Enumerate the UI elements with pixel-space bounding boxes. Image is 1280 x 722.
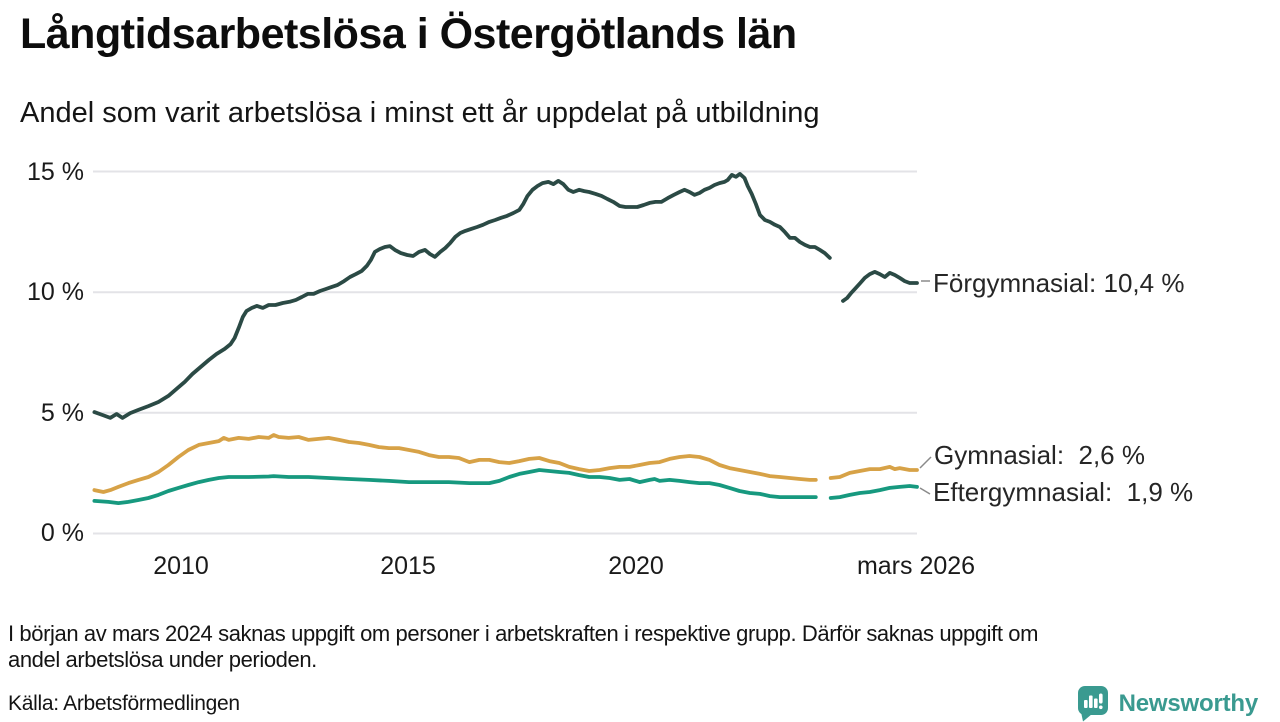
x-tick-2010: 2010 xyxy=(153,552,209,580)
series-line-gymnasial-segment-2 xyxy=(828,464,919,480)
y-tick-0: 0 % xyxy=(40,519,84,547)
series-label-gymnasial: Gymnasial: 2,6 % xyxy=(934,440,1145,470)
series-line-forgymnasial-segment-1 xyxy=(92,171,832,420)
series-label-forgymnasial: Förgymnasial: 10,4 % xyxy=(933,268,1185,298)
y-tick-10: 10 % xyxy=(27,278,84,306)
source-label: Källa: Arbetsförmedlingen xyxy=(8,692,240,715)
label-connectors xyxy=(919,280,932,495)
series-lines xyxy=(92,171,919,506)
x-tick-mars-2026: mars 2026 xyxy=(856,552,976,580)
series-line-forgymnasial-segment-2 xyxy=(841,269,919,303)
label-connector-gymnasial xyxy=(919,456,932,469)
page-title: Långtidsarbetslösa i Östergötlands län xyxy=(20,10,797,58)
series-line-eftergymnasial-segment-1 xyxy=(92,468,818,506)
x-tick-2020: 2020 xyxy=(608,552,664,580)
footnote-line-1: I början av mars 2024 saknas uppgift om … xyxy=(8,621,1039,646)
footnote: I början av mars 2024 saknas uppgift om … xyxy=(8,621,1268,673)
label-connector-eftergymnasial xyxy=(919,487,931,495)
footnote-line-2: andel arbetslösa under perioden. xyxy=(8,647,317,672)
series-line-gymnasial-segment-1 xyxy=(92,433,818,494)
newsworthy-chart-bubble-icon xyxy=(1076,686,1110,722)
y-tick-15: 15 % xyxy=(27,158,84,186)
branding-name: Newsworthy xyxy=(1118,690,1259,717)
series-label-eftergymnasial: Eftergymnasial: 1,9 % xyxy=(933,477,1194,507)
y-tick-5: 5 % xyxy=(40,399,84,427)
branding: Newsworthy xyxy=(1076,686,1258,722)
series-line-eftergymnasial-segment-2 xyxy=(828,484,919,500)
gridlines xyxy=(93,170,917,535)
page-subtitle: Andel som varit arbetslösa i minst ett å… xyxy=(20,97,820,129)
x-tick-2015: 2015 xyxy=(380,552,436,580)
